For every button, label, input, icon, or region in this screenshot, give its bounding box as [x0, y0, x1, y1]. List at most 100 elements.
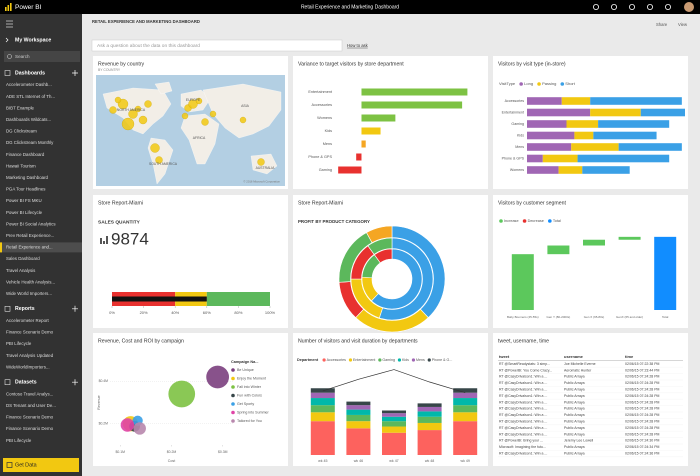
tile-title: Store Report-Miami: [298, 200, 343, 206]
tile[interactable]: [93, 195, 288, 328]
nav-item[interactable]: Finance Scenario Demo: [6, 426, 54, 431]
nav-item[interactable]: DG Clickstream Monthly: [6, 140, 54, 145]
nav-section-title[interactable]: Reports: [15, 306, 35, 312]
map-bubble: [150, 143, 160, 153]
line-series: [322, 369, 466, 394]
nav-item[interactable]: Dashboards Wildcats...: [6, 117, 51, 122]
map: NORTH AMERICA EUROPE ASIA AFRICA SOUTH AMERI…: [102, 81, 282, 185]
legend-dot: [322, 358, 326, 362]
table-cell: 02/06/15 07:24:28 PM: [625, 381, 660, 385]
nav-item[interactable]: Power BI Social Analytics: [6, 221, 56, 226]
nav-item[interactable]: Accelerometer Report: [6, 318, 49, 323]
sunburst-segment: [366, 225, 393, 244]
nav-item[interactable]: Sales Dashboard: [6, 256, 40, 261]
nav-item[interactable]: Travel Analysis: [6, 268, 36, 273]
toolbar-icon[interactable]: [611, 4, 618, 10]
column-segment: [346, 405, 371, 410]
nav-item[interactable]: Wide World Importers...: [6, 291, 52, 296]
table-cell: Public Arraya: [564, 445, 585, 449]
toolbar-icon[interactable]: [593, 4, 600, 10]
workspace[interactable]: My Workspace: [15, 37, 51, 43]
tick-label: 20%: [140, 310, 148, 315]
nav-section-title[interactable]: Dashboards: [15, 70, 45, 76]
map-bubble: [109, 106, 117, 114]
how-to-ask[interactable]: How to ask: [347, 43, 369, 48]
kpi-icon: [103, 241, 105, 244]
column-segment: [310, 405, 335, 413]
tile-title: Visitors by visit type (in-store): [498, 61, 566, 67]
bubble: [120, 418, 135, 432]
nav-item[interactable]: Power BI Lifecycle: [6, 210, 43, 215]
legend-title: Campaign Na...: [231, 360, 258, 364]
column-segment: [417, 403, 442, 407]
map-label: SOUTH AMERICA: [149, 162, 178, 166]
category-label: Gen Y (80-2000s): [547, 315, 571, 319]
toolbar-icon[interactable]: [647, 4, 654, 10]
nav-item[interactable]: DS Tenant and User De...: [6, 403, 56, 408]
kpi-label: SALES QUANTITY: [98, 219, 141, 225]
waterfall-bar: [618, 236, 641, 240]
nav-item[interactable]: PBI Lifecycle: [6, 341, 32, 346]
nav-item[interactable]: DG Clickstream: [6, 129, 37, 134]
nav-item[interactable]: Finance Scenario Demo: [6, 330, 54, 335]
nav-item[interactable]: Hawaii Tourism: [6, 163, 36, 168]
nav-item[interactable]: Finance Scenario Demo: [6, 415, 54, 420]
avatar[interactable]: [684, 2, 694, 12]
legend-dot: [427, 358, 431, 362]
nav-item[interactable]: Finance Dashboard: [6, 152, 45, 157]
table-cell: 02/06/15 07:24:30 PM: [625, 439, 660, 443]
nav-item[interactable]: WideWorldImporters...: [6, 364, 50, 369]
bar-segment: [571, 143, 619, 151]
table-cell: Public Arraya: [564, 400, 585, 404]
column-segment: [453, 421, 478, 455]
tile[interactable]: [293, 56, 488, 189]
nav-item[interactable]: PBI Lifecycle: [6, 438, 32, 443]
nav-item[interactable]: Travel Analysis Updated: [6, 353, 54, 358]
view-button[interactable]: View: [678, 22, 688, 27]
qa-box[interactable]: [91, 39, 343, 52]
chart-subtitle-strong: PROFIT BY PRODUCT CATEGORY: [298, 219, 370, 224]
bar-segment: [527, 120, 567, 128]
table-cell: 02/06/15 07:24:28 PM: [625, 388, 660, 392]
share-button[interactable]: Share: [656, 22, 668, 27]
x-axis-title: Cost: [168, 459, 175, 463]
table-cell: Public Arraya: [564, 407, 585, 411]
category-label: GenX (65 and older): [616, 315, 643, 319]
logo: [10, 3, 12, 11]
bar: [361, 114, 396, 122]
nav-item[interactable]: Vehicle Health Analysis...: [6, 279, 55, 284]
legend-label: Gaming: [382, 358, 395, 362]
toolbar-icon[interactable]: [629, 4, 636, 10]
nav-item[interactable]: Accelerometer Dashb...: [6, 82, 52, 87]
nav-item[interactable]: Marketing Dashboard: [6, 175, 49, 180]
tile[interactable]: [493, 333, 688, 466]
x-tick-label: wk 47: [389, 459, 398, 463]
nav-item[interactable]: Power BI FS MKU: [6, 198, 42, 203]
category-label: Phone & GPS: [502, 156, 525, 160]
nav-item[interactable]: Retail Experience and...: [6, 245, 53, 250]
nav-section-title[interactable]: Datasets: [15, 380, 37, 386]
category-label: Entertainment: [308, 90, 333, 94]
table-cell: 02/06/15 07:23:44 PM: [625, 368, 660, 372]
bar-segment: [561, 97, 591, 105]
bar-segment: [577, 154, 670, 163]
nav-item[interactable]: Contoso Travel Analys...: [6, 391, 53, 396]
search-box[interactable]: [4, 51, 80, 62]
bar-segment: [558, 166, 583, 174]
category-label: Accessories: [505, 99, 525, 103]
legend-dot: [231, 368, 235, 372]
get-data-button[interactable]: [3, 458, 79, 472]
category-label: Womens: [317, 116, 332, 120]
nav-item[interactable]: ADE STL Internet of Th...: [6, 94, 55, 99]
column-segment: [382, 421, 406, 427]
top-bar: [0, 0, 700, 14]
x-tick-label: $0.2M: [167, 450, 177, 454]
tile-title: Number of visitors and visit duration by…: [298, 338, 418, 344]
map-label: AUSTRALIA: [256, 166, 276, 170]
toolbar-icon[interactable]: [665, 4, 672, 10]
table-cell: RT @CasyDrivalson1: Win a ...: [499, 432, 547, 436]
nav-item[interactable]: PGA Tour Headlines: [6, 187, 46, 192]
nav-item[interactable]: BIBT Example: [6, 105, 35, 110]
tile-title: Visitors by customer segment: [498, 200, 567, 206]
nav-item[interactable]: Prev Retail Experience...: [6, 233, 54, 238]
